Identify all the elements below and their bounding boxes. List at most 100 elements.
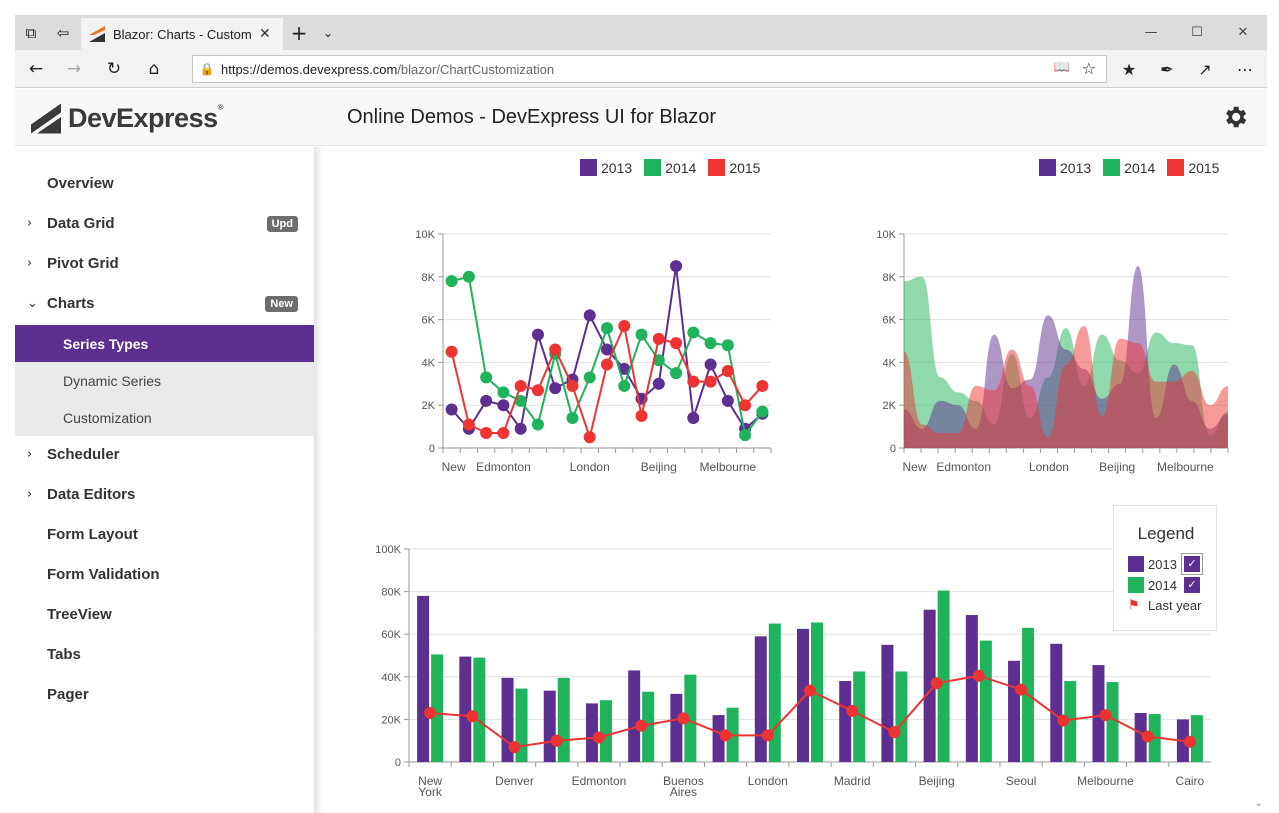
legend-item-last-year[interactable]: ⚑ Last year — [1128, 598, 1201, 613]
legend-item-2013[interactable]: 2013 — [1039, 159, 1091, 176]
main-content: 0 2K 4K 6K 8K 10K New Edmonton London Beijing Melb… — [322, 147, 1267, 813]
legend-item-2015[interactable]: 2015 — [708, 159, 760, 176]
forward-icon[interactable]: → — [66, 59, 82, 79]
data-point — [445, 345, 458, 358]
tab-close-icon[interactable]: ✕ — [259, 26, 271, 42]
area-chart-legend: 2013 2014 2015 — [1039, 159, 1219, 176]
legend-swatch — [1039, 159, 1056, 176]
sidebar-item-data-editors[interactable]: › Data Editors — [15, 476, 314, 513]
data-point — [531, 384, 544, 397]
url-field[interactable]: 🔒 https://demos.devexpress.com/blazor/Ch… — [192, 55, 1107, 83]
devexpress-logo[interactable]: DevExpress ® — [31, 103, 224, 134]
favorite-star-icon[interactable]: ☆ — [1081, 59, 1096, 78]
sidebar-item-overview[interactable]: Overview — [15, 165, 314, 202]
chevron-right-icon: › — [27, 487, 33, 502]
address-bar-row: ← → ↻ ⌂ 🔒 https://demos.devexpress.com/b… — [15, 50, 1267, 88]
sidebar-item-label: Pivot Grid — [47, 255, 119, 272]
legend-item-2014[interactable]: 2014 ✓ — [1128, 577, 1200, 593]
x-tick-label: London — [1029, 460, 1069, 474]
reading-view-icon[interactable]: 📖 — [1053, 60, 1070, 75]
browser-tab[interactable]: Blazor: Charts - Custom ✕ — [81, 18, 283, 50]
sidebar-item-customization[interactable]: Customization — [15, 399, 314, 436]
area-chart: 0 2K 4K 6K 8K 10K New Edmonton London Beijing Melb… — [876, 229, 1229, 474]
bar-2013 — [1008, 660, 1021, 762]
home-icon[interactable]: ⌂ — [148, 59, 160, 79]
legend-label: 2013 — [1060, 159, 1092, 176]
logo-mark-icon — [31, 103, 61, 134]
sidebar-item-form-validation[interactable]: Form Validation — [15, 556, 314, 593]
share-icon[interactable]: ↗ — [1198, 59, 1212, 79]
checkbox-checked-icon[interactable]: ✓ — [1184, 556, 1200, 572]
data-point — [1141, 730, 1154, 743]
data-point — [497, 399, 510, 412]
legend-item-2014[interactable]: 2014 — [1103, 159, 1155, 176]
legend-item-2013[interactable]: 2013 ✓ — [1128, 556, 1200, 572]
tab-actions-icon[interactable]: ⧉ — [25, 23, 37, 42]
data-point — [761, 729, 774, 742]
x-tick-label: Denver — [495, 774, 534, 788]
sidebar-item-data-grid[interactable]: › Data Grid Upd — [15, 205, 314, 242]
bar-2014 — [768, 623, 781, 762]
sidebar-item-label: Data Editors — [47, 486, 136, 503]
minimize-icon[interactable]: — — [1144, 25, 1158, 40]
sidebar-item-treeview[interactable]: TreeView — [15, 596, 314, 633]
checkbox-checked-icon[interactable]: ✓ — [1184, 577, 1200, 593]
tab-preview-chevron-icon[interactable]: ⌄ — [322, 25, 334, 40]
set-aside-tabs-icon[interactable]: ⇦ — [56, 23, 70, 42]
bar-2014 — [853, 671, 866, 762]
y-tick-label: 2K — [883, 400, 897, 412]
line-chart-legend: 2013 2014 2015 — [580, 159, 772, 176]
legend-item-2014[interactable]: 2014 — [644, 159, 696, 176]
data-point — [846, 704, 859, 717]
tab-title: Blazor: Charts - Custom — [113, 26, 251, 42]
scroll-down-arrow-icon[interactable]: ⌄ — [1254, 798, 1263, 809]
data-point — [635, 719, 648, 732]
legend-label: 2015 — [1188, 159, 1220, 176]
x-tick-label: Edmonton — [476, 460, 531, 474]
y-tick-label: 0 — [890, 443, 896, 455]
data-point — [1057, 714, 1070, 727]
data-point — [583, 309, 596, 322]
bar-2014 — [937, 590, 950, 762]
sidebar-item-form-layout[interactable]: Form Layout — [15, 516, 314, 553]
bar-2014 — [979, 640, 992, 762]
legend-item-2013[interactable]: 2013 — [580, 159, 632, 176]
sidebar-item-pager[interactable]: Pager — [15, 676, 314, 713]
legend-swatch — [1103, 159, 1121, 176]
legend-swatch — [708, 159, 726, 176]
sidebar-item-tabs[interactable]: Tabs — [15, 636, 314, 673]
x-tick-label: Aires — [670, 785, 697, 799]
bar-2014 — [811, 622, 823, 762]
sidebar-item-label: Scheduler — [47, 446, 120, 463]
sidebar-item-label: Tabs — [47, 646, 81, 663]
refresh-icon[interactable]: ↻ — [106, 59, 122, 79]
sidebar-item-charts[interactable]: ⌄ Charts New — [15, 285, 314, 322]
back-icon[interactable]: ← — [28, 59, 44, 79]
y-tick-label: 10K — [415, 229, 435, 241]
settings-gear-icon[interactable] — [1221, 103, 1249, 131]
data-point — [704, 375, 717, 388]
data-point — [550, 734, 563, 747]
sidebar-item-pivot-grid[interactable]: › Pivot Grid — [15, 245, 314, 282]
sidebar-item-scheduler[interactable]: › Scheduler — [15, 436, 314, 473]
sidebar-item-series-types[interactable]: Series Types — [15, 325, 314, 362]
maximize-icon[interactable]: ☐ — [1191, 25, 1203, 40]
new-tab-icon[interactable]: + — [290, 20, 308, 45]
data-point — [480, 427, 493, 440]
favorites-list-icon[interactable]: ★ — [1121, 59, 1137, 79]
data-point — [652, 377, 665, 390]
sidebar-item-dynamic-series[interactable]: Dynamic Series — [15, 362, 314, 399]
pen-icon[interactable]: ✒ — [1160, 59, 1174, 79]
legend-item-2015[interactable]: 2015 — [1167, 159, 1219, 176]
data-point — [804, 684, 816, 697]
data-point — [704, 358, 717, 371]
close-window-icon[interactable]: ✕ — [1237, 25, 1249, 40]
url-text: https://demos.devexpress.com/blazor/Char… — [221, 62, 554, 77]
y-tick-label: 40K — [381, 672, 401, 684]
data-point — [972, 669, 985, 682]
bar-2013 — [1134, 713, 1147, 762]
more-icon[interactable]: ⋯ — [1237, 59, 1253, 79]
data-point — [424, 707, 437, 720]
x-tick-label: Buenos — [663, 774, 704, 788]
